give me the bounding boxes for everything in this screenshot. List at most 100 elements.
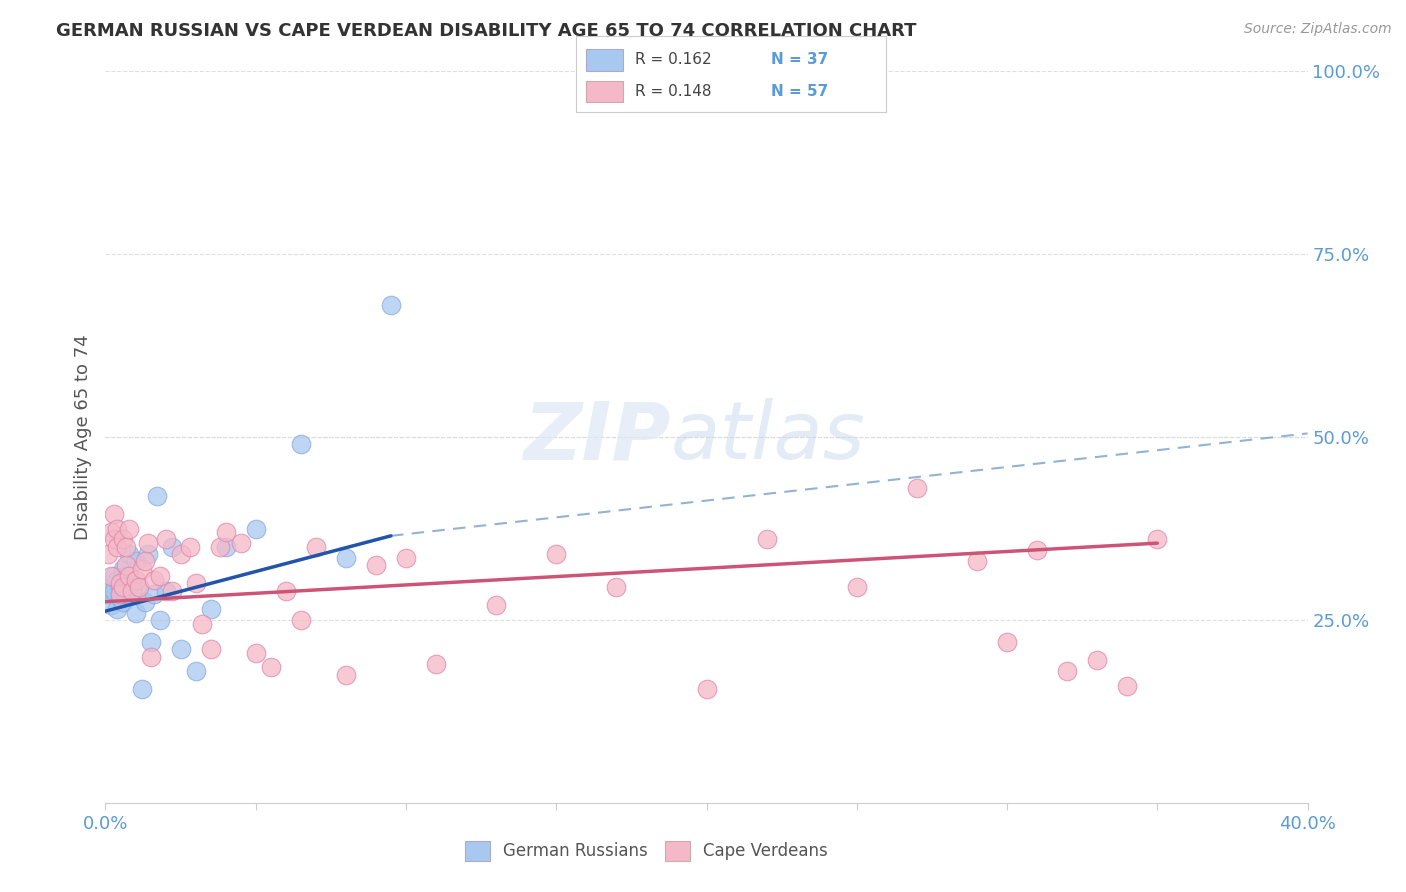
Point — [112, 594, 135, 608]
Point — [966, 554, 988, 568]
Point — [335, 550, 357, 565]
Point — [97, 580, 120, 594]
Point — [214, 540, 236, 554]
Point — [184, 664, 207, 678]
Point — [274, 583, 297, 598]
Point — [139, 649, 162, 664]
Point — [425, 657, 447, 671]
FancyBboxPatch shape — [586, 81, 623, 103]
Text: Source: ZipAtlas.com: Source: ZipAtlas.com — [1244, 22, 1392, 37]
Point — [136, 547, 159, 561]
Point — [97, 587, 120, 601]
Text: ZIP: ZIP — [523, 398, 671, 476]
Point — [290, 437, 312, 451]
Point — [245, 521, 267, 535]
Point — [100, 525, 122, 540]
Point — [142, 587, 165, 601]
Text: GERMAN RUSSIAN VS CAPE VERDEAN DISABILITY AGE 65 TO 74 CORRELATION CHART: GERMAN RUSSIAN VS CAPE VERDEAN DISABILIT… — [56, 22, 917, 40]
Point — [380, 298, 402, 312]
Point — [103, 569, 125, 583]
Point — [107, 573, 129, 587]
Point — [115, 569, 138, 583]
Point — [121, 576, 143, 591]
Point — [200, 642, 222, 657]
Point — [100, 576, 122, 591]
Text: R = 0.148: R = 0.148 — [636, 84, 711, 99]
Point — [155, 583, 177, 598]
Point — [845, 580, 868, 594]
Point — [118, 569, 141, 583]
Y-axis label: Disability Age 65 to 74: Disability Age 65 to 74 — [73, 334, 91, 540]
Point — [208, 540, 231, 554]
Point — [112, 562, 135, 576]
Point — [103, 583, 125, 598]
Point — [605, 580, 627, 594]
Point — [121, 583, 143, 598]
Point — [97, 547, 120, 561]
Point — [145, 489, 167, 503]
Text: N = 37: N = 37 — [772, 52, 828, 67]
Point — [335, 667, 357, 681]
Point — [118, 521, 141, 535]
Point — [115, 587, 138, 601]
Point — [107, 540, 129, 554]
Point — [107, 521, 129, 535]
Point — [229, 536, 252, 550]
Point — [124, 573, 146, 587]
Point — [131, 562, 153, 576]
Point — [115, 558, 138, 573]
Point — [148, 569, 170, 583]
Point — [905, 481, 928, 495]
Point — [142, 573, 165, 587]
Text: N = 57: N = 57 — [772, 84, 828, 99]
Point — [995, 635, 1018, 649]
Point — [1116, 679, 1139, 693]
Point — [134, 554, 156, 568]
Point — [305, 540, 328, 554]
Point — [118, 580, 141, 594]
Point — [169, 642, 191, 657]
Point — [755, 533, 778, 547]
Point — [160, 540, 183, 554]
FancyBboxPatch shape — [586, 49, 623, 70]
Point — [245, 646, 267, 660]
Point — [115, 540, 138, 554]
Point — [179, 540, 201, 554]
Point — [139, 635, 162, 649]
Point — [1056, 664, 1078, 678]
Text: atlas: atlas — [671, 398, 865, 476]
Point — [118, 547, 141, 561]
Point — [184, 576, 207, 591]
Point — [131, 682, 153, 697]
Point — [1146, 533, 1168, 547]
Point — [112, 533, 135, 547]
Point — [134, 594, 156, 608]
Point — [128, 580, 150, 594]
Point — [110, 587, 132, 601]
Point — [169, 547, 191, 561]
Point — [148, 613, 170, 627]
Point — [190, 616, 212, 631]
Point — [160, 583, 183, 598]
Legend: German Russians, Cape Verdeans: German Russians, Cape Verdeans — [458, 834, 835, 868]
Point — [103, 507, 125, 521]
Point — [103, 533, 125, 547]
Point — [546, 547, 568, 561]
Point — [395, 550, 418, 565]
Point — [696, 682, 718, 697]
Point — [260, 660, 283, 674]
Point — [155, 533, 177, 547]
Point — [112, 580, 135, 594]
Point — [214, 525, 236, 540]
Point — [136, 536, 159, 550]
Point — [128, 580, 150, 594]
Point — [200, 602, 222, 616]
Point — [110, 576, 132, 591]
Point — [107, 602, 129, 616]
Point — [124, 606, 146, 620]
Point — [290, 613, 312, 627]
Point — [110, 591, 132, 605]
Point — [100, 599, 122, 613]
Point — [1085, 653, 1108, 667]
Point — [1026, 543, 1049, 558]
